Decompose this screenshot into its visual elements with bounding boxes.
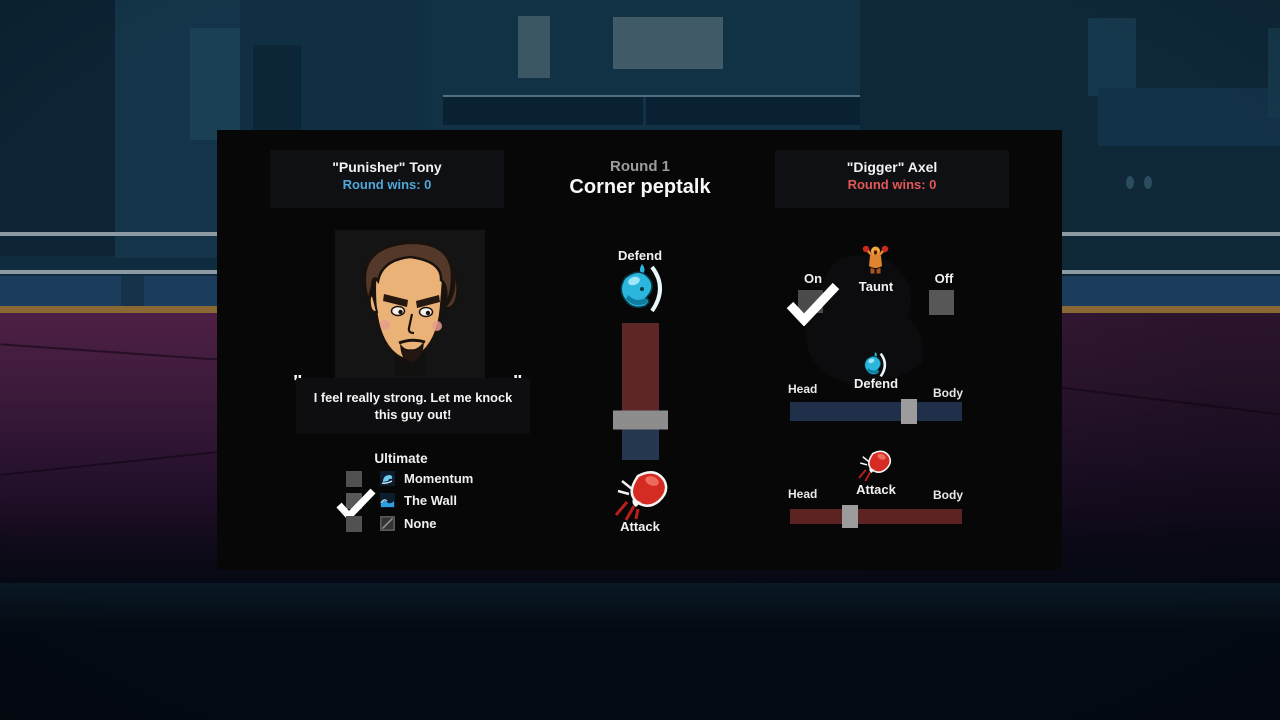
ultimate-title: Ultimate [374,451,428,466]
taunt-on-label: On [803,271,823,286]
attack-glove-icon [858,450,892,482]
ultimate-option-momentum: Momentum [343,470,543,490]
backdrop-shape [643,97,646,125]
defend-head-label: Head [788,382,818,396]
stance-slider-fill [622,323,659,421]
player-round-wins: Round wins: 0 [342,177,432,192]
attack-head-label: Head [788,487,818,501]
taunt-label: Taunt [858,279,894,294]
stance-attack-label: Attack [620,519,660,534]
taunt-off-label: Off [934,271,954,286]
opponent-attack-slider-track[interactable] [790,505,962,528]
stance-defend-label: Defend [617,248,663,263]
backdrop-shape [0,0,115,256]
attack-body-label: Body [933,488,963,502]
opponent-round-wins: Round wins: 0 [847,177,937,192]
corner-peptalk-panel: "Punisher" Tony Round wins: 0 Round 1 Co… [217,130,1062,570]
stance-slider-track[interactable] [613,323,668,460]
backdrop-shape [1268,28,1280,118]
opponent-attack-slider-handle[interactable] [842,505,859,528]
momentum-checkbox[interactable] [346,471,362,487]
wall-wave-icon [380,493,395,508]
player-header-box: "Punisher" Tony Round wins: 0 [270,150,504,208]
opponent-name: "Digger" Axel [846,159,938,175]
player-name: "Punisher" Tony [332,159,442,175]
ring-post [121,276,144,308]
backdrop-shape [518,16,550,78]
the-wall-checkbox[interactable] [346,493,362,509]
stance-slider-handle[interactable] [613,410,668,430]
opponent-attack-label: Attack [856,482,896,497]
backdrop-shape [613,17,723,69]
pep-talk-quote: I feel really strong. Let me knock this … [296,378,530,434]
backdrop-shape [190,28,242,140]
ultimate-option-label: Momentum [404,471,474,486]
taunt-on-checkbox[interactable] [798,290,823,313]
ultimate-option-the-wall: The Wall [336,488,543,520]
taunt-figure-icon [862,245,889,274]
backdrop-light [1144,176,1152,189]
none-checkbox[interactable] [346,516,362,532]
defend-body-label: Body [933,386,963,400]
opponent-defend-slider-track[interactable] [790,399,962,424]
backdrop-light [1126,176,1134,189]
taunt-off-checkbox[interactable] [929,290,954,315]
none-slash-icon [380,516,395,531]
ultimate-option-label: The Wall [404,493,457,508]
player-portrait [363,241,459,376]
opponent-defend-label: Defend [853,376,899,391]
ultimate-option-none: None [343,515,543,535]
backdrop-table [443,95,863,125]
ultimate-option-label: None [404,516,437,531]
defend-glove-icon [620,264,662,313]
opponent-defend-slider-handle[interactable] [900,399,917,424]
attack-glove-icon [614,471,668,521]
backdrop-shape [1088,18,1136,96]
player-portrait-box [335,230,485,378]
phase-title: Corner peptalk [569,176,711,198]
opponent-header-box: "Digger" Axel Round wins: 0 [775,150,1009,208]
momentum-wave-icon [380,471,395,486]
backdrop-shape [1098,88,1280,146]
round-label: Round 1 [610,158,670,175]
